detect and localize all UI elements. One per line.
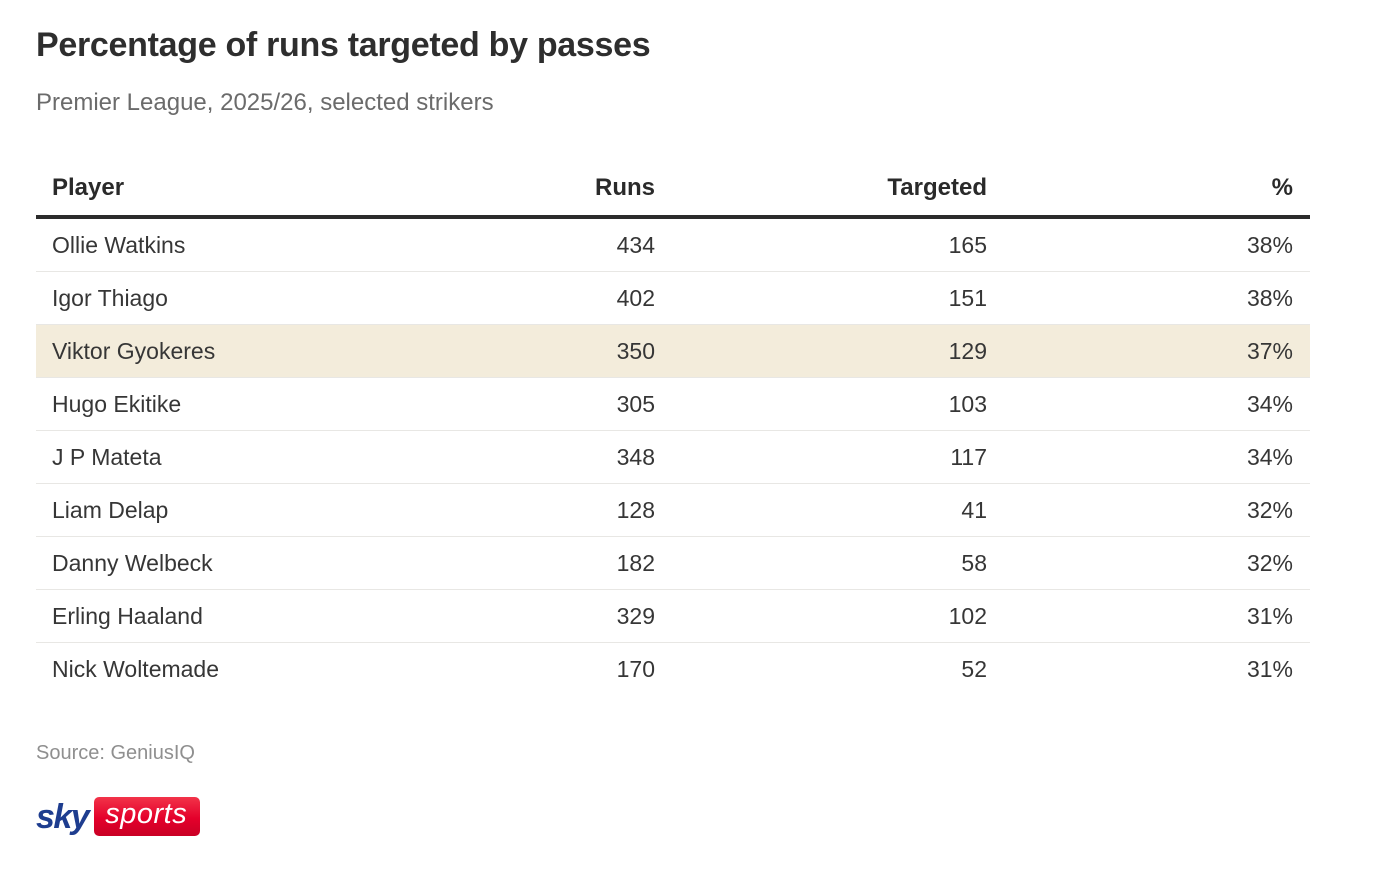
sports-logo-badge: sports — [94, 797, 201, 837]
runs-cell: 348 — [616, 443, 655, 470]
runs-cell: 128 — [616, 496, 655, 523]
page-subtitle: Premier League, 2025/26, selected strike… — [36, 89, 494, 117]
runs-cell: 329 — [616, 602, 655, 629]
targeted-cell: 103 — [948, 390, 987, 417]
table-row: Danny Welbeck 182 58 32% — [36, 537, 1310, 591]
source-attribution: Source: GeniusIQ — [36, 742, 195, 765]
targeted-cell: 117 — [950, 443, 987, 470]
column-header-player: Player — [52, 174, 125, 202]
percent-cell: 34% — [1246, 390, 1293, 417]
column-header-percent: % — [1271, 174, 1293, 202]
infographic: Percentage of runs targeted by passes Pr… — [36, 26, 1400, 837]
percent-cell: 32% — [1246, 549, 1293, 576]
sports-logo-wordmark: sports — [105, 798, 188, 831]
table-row: J P Mateta 348 117 34% — [36, 431, 1310, 485]
table-body: Ollie Watkins 434 165 38% Igor Thiago 40… — [36, 219, 1310, 696]
targeted-cell: 52 — [961, 656, 987, 683]
percent-cell: 37% — [1246, 337, 1293, 364]
table-row: Liam Delap 128 41 32% — [36, 484, 1310, 538]
player-name-cell: Hugo Ekitike — [52, 390, 182, 417]
targeted-cell: 165 — [948, 231, 987, 258]
targeted-cell: 41 — [961, 496, 987, 523]
targeted-cell: 129 — [948, 337, 987, 364]
percent-cell: 38% — [1246, 231, 1293, 258]
player-name-cell: Viktor Gyokeres — [52, 337, 216, 364]
targeted-cell: 58 — [961, 549, 987, 576]
percent-cell: 34% — [1246, 443, 1293, 470]
stats-table: Player Runs Targeted % Ollie Watkins 434… — [36, 161, 1310, 696]
percent-cell: 32% — [1246, 496, 1293, 523]
player-name-cell: Nick Woltemade — [52, 656, 220, 683]
table-row: Erling Haaland 329 102 31% — [36, 590, 1310, 644]
column-header-runs: Runs — [595, 174, 655, 202]
targeted-cell: 151 — [948, 284, 987, 311]
runs-cell: 170 — [616, 656, 655, 683]
page-title: Percentage of runs targeted by passes — [36, 26, 651, 64]
player-name-cell: Danny Welbeck — [52, 549, 213, 576]
player-name-cell: Erling Haaland — [52, 602, 203, 629]
runs-cell: 182 — [616, 549, 655, 576]
table-row: Nick Woltemade 170 52 31% — [36, 643, 1310, 696]
player-name-cell: Ollie Watkins — [52, 231, 186, 258]
percent-cell: 31% — [1246, 602, 1293, 629]
player-name-cell: Igor Thiago — [52, 284, 168, 311]
runs-cell: 402 — [616, 284, 655, 311]
table-row: Viktor Gyokeres 350 129 37% — [36, 325, 1310, 379]
player-name-cell: Liam Delap — [52, 496, 169, 523]
percent-cell: 31% — [1246, 656, 1293, 683]
runs-cell: 305 — [616, 390, 655, 417]
table-header-row: Player Runs Targeted % — [36, 161, 1310, 220]
runs-cell: 350 — [616, 337, 655, 364]
runs-cell: 434 — [616, 231, 655, 258]
sky-logo-wordmark: sky — [36, 797, 90, 836]
table-row: Hugo Ekitike 305 103 34% — [36, 378, 1310, 432]
player-name-cell: J P Mateta — [52, 443, 162, 470]
table-row: Igor Thiago 402 151 38% — [36, 272, 1310, 326]
targeted-cell: 102 — [948, 602, 987, 629]
percent-cell: 38% — [1246, 284, 1293, 311]
column-header-targeted: Targeted — [887, 174, 987, 202]
sky-sports-logo: sky sports — [36, 797, 1400, 837]
table-row: Ollie Watkins 434 165 38% — [36, 219, 1310, 273]
